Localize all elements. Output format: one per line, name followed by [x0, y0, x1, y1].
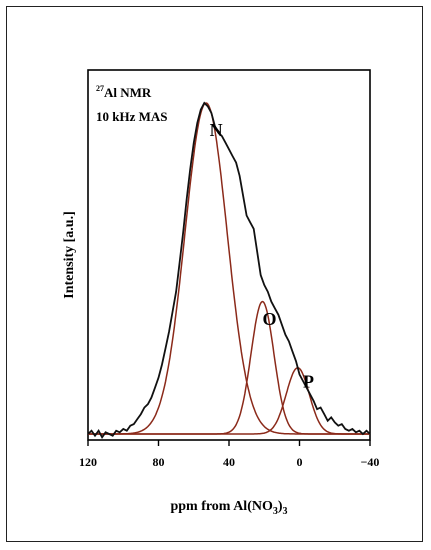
fit-curve-p	[88, 367, 370, 435]
fit-curve-n	[88, 102, 370, 435]
y-axis-title: Intensity [a.u.]	[62, 211, 77, 299]
peak-label-p: P	[303, 372, 314, 392]
x-axis-ticks: 120 80 40 0 −40	[79, 440, 379, 469]
peak-labels: N O P	[210, 120, 314, 392]
mas-annotation: 10 kHz MAS	[96, 109, 168, 124]
figure-border	[6, 6, 423, 542]
nucleus-annotation: 27Al NMR	[96, 84, 152, 100]
experimental-spectrum-line	[87, 101, 371, 440]
x-tick-label: 80	[153, 455, 165, 469]
fit-curves	[88, 102, 370, 435]
x-tick-label: 40	[223, 455, 235, 469]
fit-curve-o	[88, 300, 370, 435]
peak-label-o: O	[262, 309, 276, 329]
x-tick-label: 120	[79, 455, 97, 469]
x-tick-label: 0	[297, 455, 303, 469]
peak-label-n: N	[210, 120, 223, 140]
x-tick-label: −40	[361, 455, 380, 469]
x-axis-title: ppm from Al(NO3)3	[170, 499, 287, 517]
